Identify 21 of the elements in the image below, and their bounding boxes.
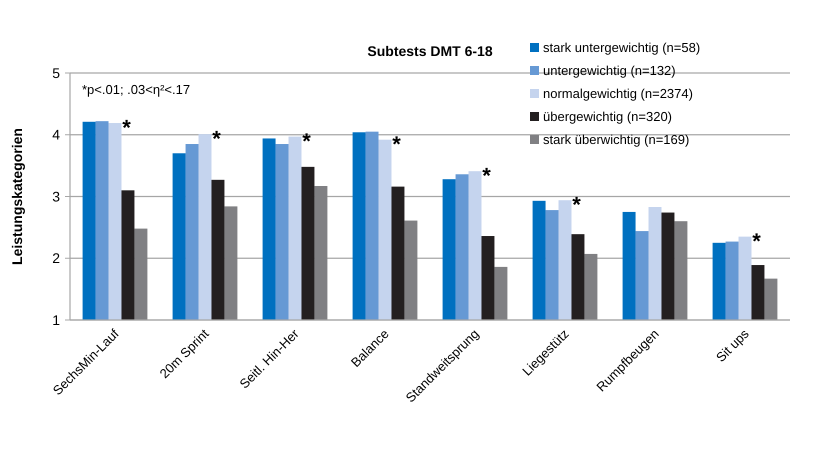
legend-label: stark überwichtig (n=169) (543, 132, 690, 147)
annotation: * (212, 126, 222, 152)
chart-title: Subtests DMT 6-18 (367, 43, 493, 59)
y-axis-title: Leistungskategorien (9, 128, 25, 265)
annotation: * (572, 192, 582, 218)
annotation: * (752, 228, 762, 254)
annotation: *p<.01; .03<η²<.17 (82, 82, 190, 97)
y-tick-label: 1 (52, 312, 60, 328)
y-tick-label: 4 (52, 126, 60, 143)
annotation: * (302, 128, 312, 154)
legend-label: übergewichtig (n=320) (543, 109, 672, 124)
y-tick-label: 2 (52, 250, 60, 266)
y-tick-label: 5 (52, 64, 60, 81)
y-tick-label: 3 (52, 188, 60, 204)
annotation: * (392, 132, 402, 157)
legend-label: normalgewichtig (n=2374) (543, 86, 693, 101)
annotation: * (122, 115, 132, 140)
legend-label: untergewichtig (n=132) (543, 63, 676, 78)
x-tick-label: Sit ups (713, 326, 752, 365)
annotation: * (482, 163, 492, 188)
legend-label: stark untergewichtig (n=58) (543, 40, 700, 55)
